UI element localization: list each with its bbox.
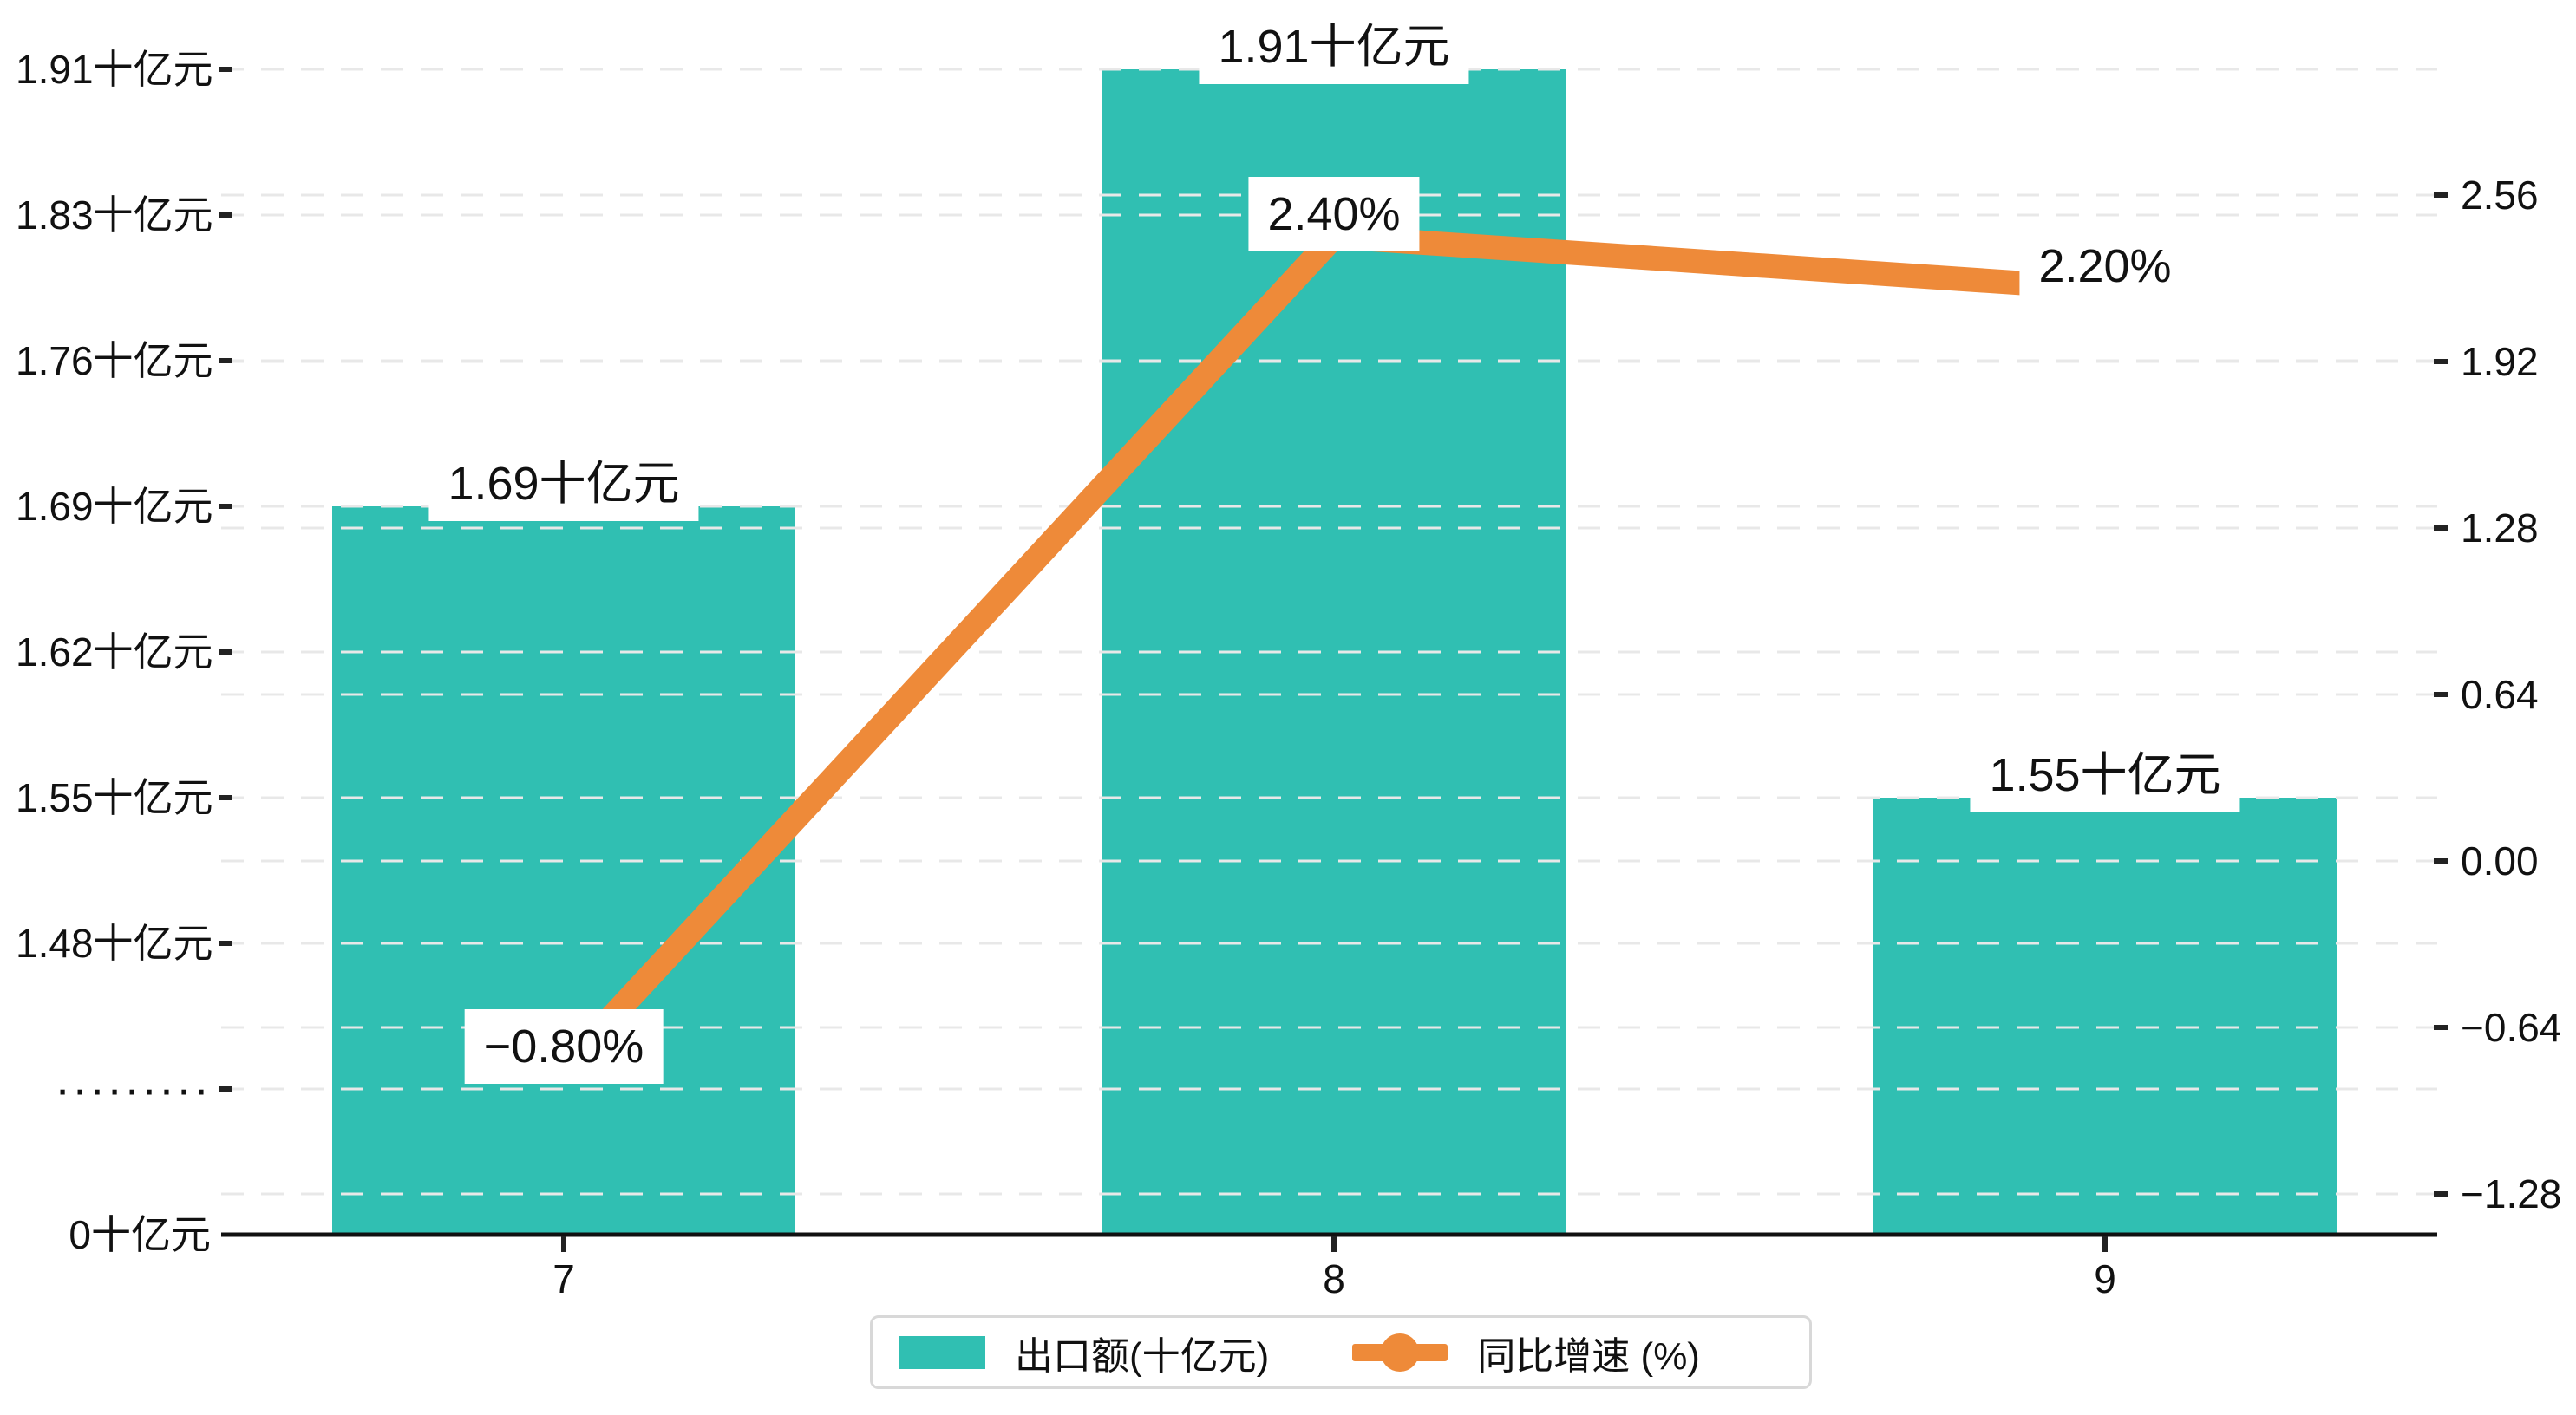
bar-value-label: 1.91十亿元 bbox=[1199, 10, 1469, 84]
left-axis-tick-label: 1.62十亿元 bbox=[16, 629, 213, 675]
left-axis-tick-label: ········· bbox=[55, 1063, 211, 1115]
x-axis-tick-label: 7 bbox=[552, 1256, 575, 1301]
left-axis-tick-label: 1.69十亿元 bbox=[16, 484, 213, 529]
right-tick-mark bbox=[2434, 525, 2448, 531]
right-tick-mark bbox=[2434, 359, 2448, 364]
left-tick-mark bbox=[219, 795, 232, 800]
right-axis-tick-label: 2.56 bbox=[2461, 173, 2539, 218]
left-tick-mark bbox=[219, 67, 232, 72]
legend-line-marker-icon bbox=[1352, 1333, 1448, 1372]
right-axis-tick-label: 0.64 bbox=[2461, 672, 2539, 717]
bar-month-7 bbox=[332, 506, 795, 1235]
growth-value-label: −0.80% bbox=[464, 1009, 664, 1084]
x-tick-mark bbox=[561, 1236, 566, 1252]
left-axis-tick-label: 1.55十亿元 bbox=[16, 775, 213, 820]
x-tick-mark bbox=[2102, 1236, 2108, 1252]
legend: 出口额(十亿元) 同比增速 (%) bbox=[870, 1315, 1812, 1389]
right-axis-tick-label: −1.28 bbox=[2461, 1171, 2562, 1216]
right-tick-mark bbox=[2434, 1191, 2448, 1197]
legend-line-label: 同比增速 (%) bbox=[1477, 1334, 1700, 1378]
legend-bar-label: 出口额(十亿元) bbox=[1015, 1334, 1270, 1378]
right-tick-mark bbox=[2434, 1025, 2448, 1030]
growth-value-label: 2.40% bbox=[1248, 177, 1420, 251]
bar-value-label: 1.55十亿元 bbox=[1970, 738, 2240, 812]
right-tick-mark bbox=[2434, 692, 2448, 697]
left-axis-tick-label: 1.83十亿元 bbox=[16, 192, 213, 238]
left-axis-tick-label: 0十亿元 bbox=[69, 1212, 211, 1257]
left-tick-mark bbox=[219, 358, 232, 363]
right-tick-mark bbox=[2434, 192, 2448, 198]
x-axis-tick-label: 9 bbox=[2094, 1256, 2116, 1301]
x-tick-mark bbox=[1331, 1236, 1337, 1252]
left-axis-tick-label: 1.76十亿元 bbox=[16, 338, 213, 383]
left-tick-mark bbox=[219, 1086, 232, 1092]
right-axis-tick-label: 1.28 bbox=[2461, 505, 2539, 551]
right-axis-tick-label: 0.00 bbox=[2461, 838, 2539, 884]
right-tick-mark bbox=[2434, 858, 2448, 864]
left-tick-mark bbox=[219, 649, 232, 655]
axes bbox=[219, 67, 2448, 1252]
left-tick-mark bbox=[219, 504, 232, 509]
bar-month-9 bbox=[1873, 798, 2337, 1235]
left-axis-tick-label: 1.91十亿元 bbox=[16, 47, 213, 92]
bar-series bbox=[332, 69, 2337, 1235]
right-axis-tick-label: 1.92 bbox=[2461, 339, 2539, 384]
left-axis-tick-label: 1.48十亿元 bbox=[16, 921, 213, 966]
growth-value-label: 2.20% bbox=[2019, 229, 2191, 303]
left-tick-mark bbox=[219, 212, 232, 218]
left-tick-mark bbox=[219, 941, 232, 946]
x-axis-tick-label: 8 bbox=[1323, 1256, 1345, 1301]
right-axis-tick-label: −0.64 bbox=[2461, 1005, 2562, 1050]
legend-bar-swatch-icon bbox=[899, 1335, 985, 1369]
bar-value-label: 1.69十亿元 bbox=[428, 447, 699, 521]
